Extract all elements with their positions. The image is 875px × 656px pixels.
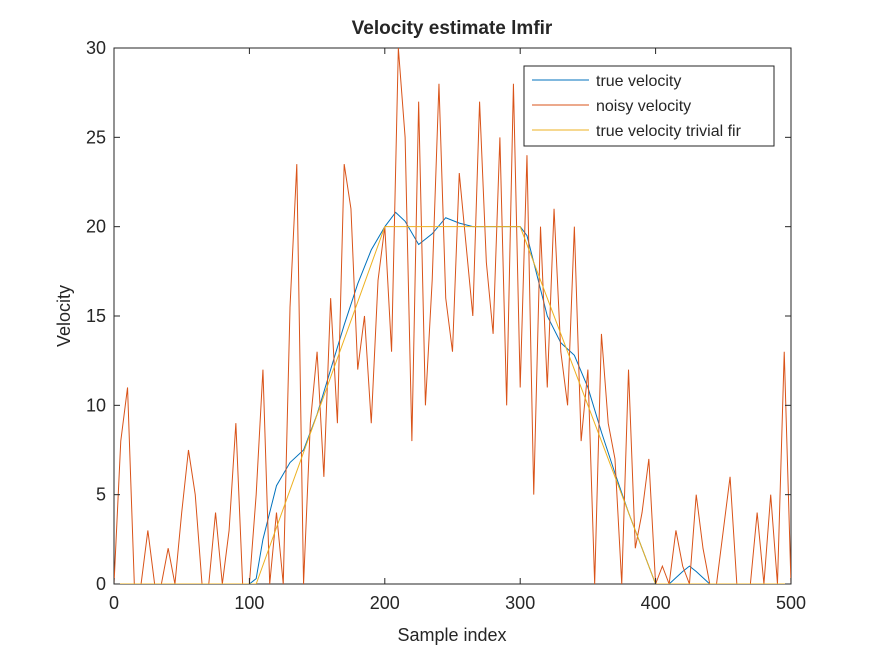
x-tick-label: 100 (234, 593, 264, 613)
x-tick-label: 300 (505, 593, 535, 613)
y-tick-label: 25 (86, 127, 106, 147)
x-tick-label: 0 (109, 593, 119, 613)
series-line (114, 226, 791, 584)
x-tick-label: 200 (370, 593, 400, 613)
x-tick-label: 400 (641, 593, 671, 613)
series-line (114, 48, 791, 584)
y-axis-label: Velocity (54, 285, 74, 347)
y-tick-label: 5 (96, 485, 106, 505)
y-tick-label: 30 (86, 38, 106, 58)
legend-box (523, 65, 775, 147)
y-tick-label: 10 (86, 395, 106, 415)
y-tick-label: 0 (96, 574, 106, 594)
lines (114, 48, 791, 584)
legend-label: true velocity trivial fir (596, 123, 742, 140)
x-axis-label: Sample index (397, 625, 506, 645)
y-tick-label: 20 (86, 217, 106, 237)
y-tick-label: 15 (86, 306, 106, 326)
legend-label: true velocity (596, 73, 681, 90)
x-tick-label: 500 (776, 593, 806, 613)
legend-label: noisy velocity (596, 98, 691, 115)
chart-title: Velocity estimate lmfir (352, 18, 553, 39)
